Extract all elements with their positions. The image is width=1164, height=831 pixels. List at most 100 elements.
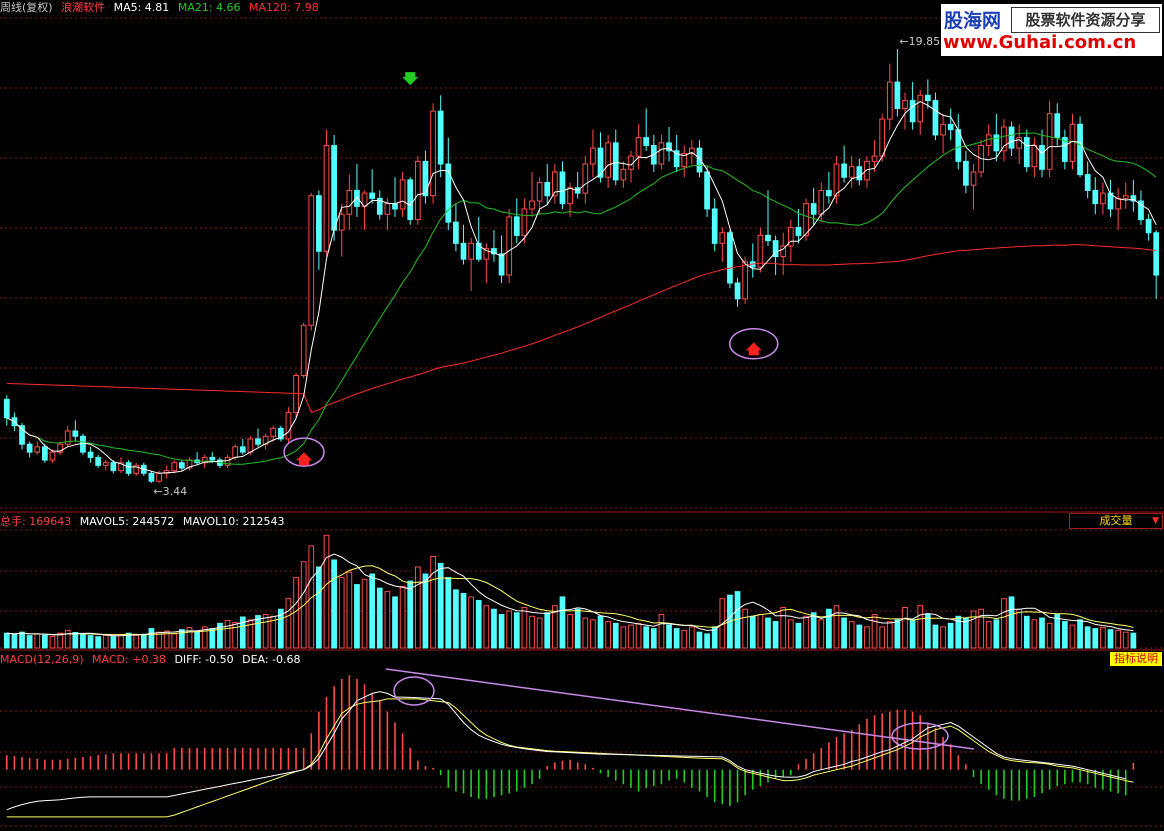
candle — [643, 108, 650, 151]
volume-bar — [11, 634, 18, 649]
volume-bar — [255, 615, 261, 649]
candle — [590, 129, 596, 178]
volume-bar — [529, 615, 535, 649]
watermark-logo: 股海网 股票软件资源分享 www.Guhai.com.cn — [941, 4, 1162, 56]
candle — [917, 90, 924, 135]
candle-body — [947, 123, 954, 131]
candle-body — [392, 203, 398, 210]
candle — [1145, 214, 1152, 241]
ma5-label: MA5: 4.81 — [113, 1, 170, 14]
candle-body — [673, 150, 680, 168]
volume-bar — [787, 619, 794, 649]
candle-body — [734, 282, 741, 300]
candle-body — [993, 134, 1000, 152]
volume-bar — [201, 626, 208, 649]
volume-bar — [864, 626, 870, 649]
candle — [513, 198, 520, 244]
candle-body — [886, 81, 893, 120]
candle — [3, 395, 10, 426]
volume-bar — [376, 587, 383, 649]
candle-body — [681, 152, 688, 168]
candles-group — [3, 49, 1160, 483]
volume-bar — [498, 614, 505, 649]
candle-body — [559, 171, 566, 205]
volume-bar — [833, 605, 840, 649]
candle-body — [19, 425, 25, 445]
candle-body — [1054, 113, 1061, 139]
candle — [704, 166, 710, 217]
candle-body — [582, 163, 589, 194]
volume-bar — [430, 555, 436, 649]
candle — [376, 190, 383, 220]
volume-bar — [506, 610, 513, 649]
candle-body — [316, 195, 322, 252]
volume-bar — [765, 617, 771, 649]
indicator-help-button[interactable]: 指标说明 — [1110, 652, 1162, 666]
volume-bar — [757, 614, 764, 649]
candle — [924, 79, 931, 109]
volume-bar — [810, 612, 817, 649]
candle — [871, 140, 878, 172]
candle-body — [133, 464, 140, 474]
candle-body — [780, 245, 787, 258]
volume-bar — [673, 628, 680, 649]
candle — [749, 243, 756, 278]
price-header: 周线(复权) 浪潮软件 MA5: 4.81 MA21: 4.66 MA120: … — [0, 1, 324, 14]
indicator-selector[interactable]: 成交量 ▼ — [1069, 513, 1163, 529]
candle — [666, 127, 672, 162]
candle-body — [1084, 174, 1091, 191]
candle-body — [80, 435, 86, 453]
candle — [194, 452, 200, 466]
volume-bar — [445, 577, 452, 649]
volume-bar — [772, 621, 779, 649]
candle-body — [270, 427, 277, 437]
period-label: 周线(复权) — [0, 1, 53, 14]
candle-body — [658, 142, 665, 165]
volume-header: 总手: 169643 MAVOL5: 244572 MAVOL10: 21254… — [0, 515, 289, 528]
candle — [795, 208, 802, 244]
candle — [300, 322, 307, 379]
volume-bar — [323, 534, 330, 649]
volume-bar — [156, 631, 162, 649]
candle-body — [437, 110, 444, 165]
volume-bar — [620, 626, 627, 649]
volume-bar — [422, 573, 429, 649]
volume-bar — [886, 621, 893, 649]
volume-bar — [1054, 614, 1061, 649]
volume-bar — [1092, 628, 1099, 649]
candle-body — [34, 446, 41, 453]
candle — [879, 113, 886, 162]
candle — [902, 92, 908, 130]
volume-bar — [125, 632, 132, 649]
volume-bar — [468, 596, 474, 649]
candle — [57, 441, 63, 455]
candle — [780, 232, 787, 276]
candle — [285, 407, 292, 445]
volume-bar — [64, 629, 71, 649]
candle — [179, 460, 185, 471]
volume-bar — [1077, 619, 1083, 649]
volume-bar — [544, 612, 551, 649]
candle-body — [590, 147, 596, 165]
volume-bar — [277, 608, 284, 649]
candle — [468, 238, 474, 291]
volume-bar — [643, 626, 650, 649]
candle-body — [1061, 137, 1068, 162]
candle-body — [567, 187, 573, 205]
candle-body — [605, 142, 612, 178]
candle — [1016, 124, 1023, 165]
volume-bar — [902, 606, 908, 649]
volume-bar — [742, 608, 749, 649]
volume-bar — [285, 598, 292, 649]
candle — [635, 124, 642, 170]
candle-body — [696, 147, 703, 173]
candle — [437, 95, 444, 178]
candle-body — [612, 142, 619, 181]
volume-bar — [704, 633, 710, 649]
candle — [414, 156, 421, 225]
candle-body — [1130, 195, 1137, 202]
candle-body — [1122, 195, 1129, 199]
candle — [1092, 177, 1099, 215]
candle-body — [1001, 126, 1007, 152]
